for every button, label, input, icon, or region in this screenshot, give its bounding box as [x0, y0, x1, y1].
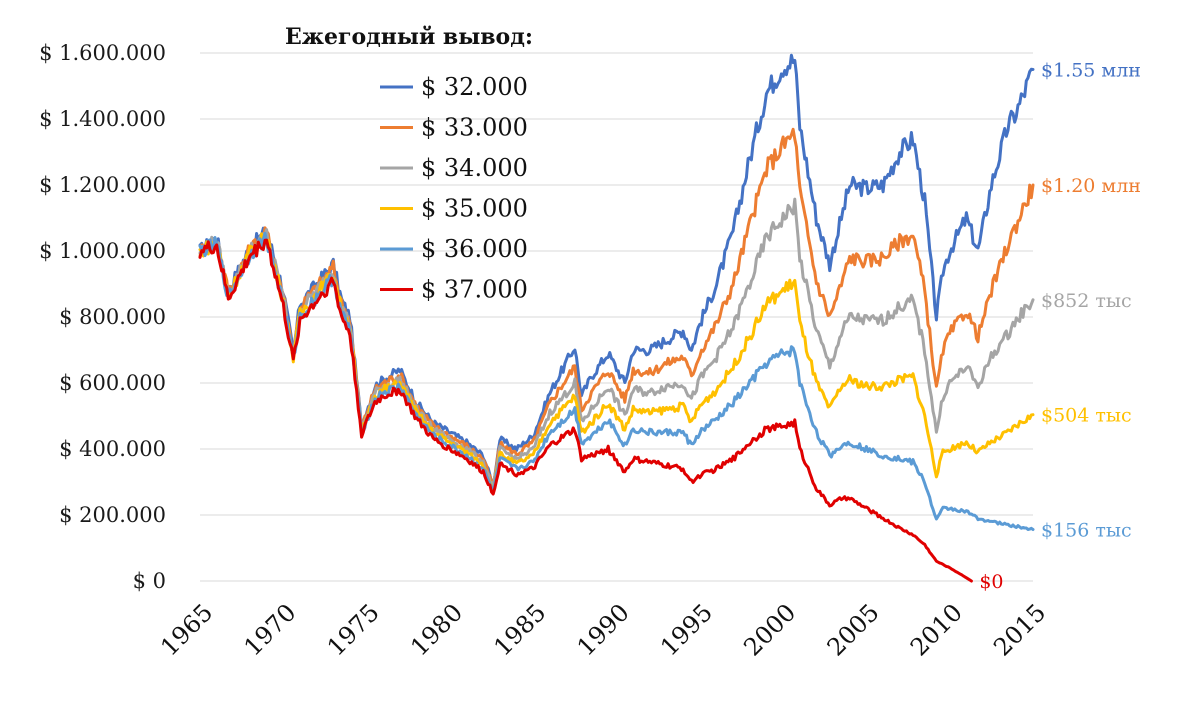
series-end-label: $0 [979, 571, 1003, 593]
x-tick-label: 2010 [905, 598, 968, 661]
series-end-label: $504 тыс [1041, 405, 1132, 427]
y-tick-label: $ 600.000 [59, 371, 166, 395]
y-tick-label: $ 1.000.000 [39, 239, 166, 263]
y-tick-label: $ 0 [133, 569, 166, 593]
legend-label: $ 37.000 [421, 276, 528, 304]
x-tick-label: 1985 [488, 598, 551, 661]
legend-label: $ 32.000 [421, 73, 528, 101]
x-axis-ticks: 1965 1970 1975 1980 1985 1990 1995 2000 2005 2010… [155, 598, 1051, 661]
legend: Ежегодный вывод: $ 32.000 $ 33.000 $ 34.00… [285, 24, 533, 304]
legend-label: $ 35.000 [421, 195, 528, 223]
legend-label: $ 36.000 [421, 235, 528, 263]
x-tick-label: 2005 [822, 598, 885, 661]
x-tick-label: 1980 [405, 598, 468, 661]
x-tick-label: 1990 [572, 598, 635, 661]
y-tick-label: $ 200.000 [59, 503, 166, 527]
series-lines [198, 53, 1035, 583]
y-tick-label: $ 1.600.000 [39, 41, 166, 65]
gridlines [200, 52, 1033, 582]
series-end-label: $156 тыс [1041, 520, 1132, 542]
x-tick-label: 1975 [322, 598, 385, 661]
x-tick-label: 2015 [988, 598, 1051, 661]
series-line [198, 232, 1035, 494]
x-tick-label: 1965 [155, 598, 218, 661]
x-tick-label: 2000 [738, 598, 801, 661]
series-end-label: $1.20 млн [1041, 175, 1141, 197]
x-tick-label: 1970 [239, 598, 302, 661]
series-line [198, 238, 973, 583]
y-tick-label: $ 1.400.000 [39, 107, 166, 131]
series-end-label: $852 тыс [1041, 290, 1132, 312]
y-tick-label: $ 1.200.000 [39, 173, 166, 197]
series-end-label: $1.55 млн [1041, 60, 1141, 82]
series-end-labels: $1.55 млн $1.20 млн $852 тыс $504 тыс $156 т… [979, 60, 1141, 594]
y-axis-ticks: $ 0 $ 200.000 $ 400.000 $ 600.000 $ 800.000 $… [39, 41, 166, 593]
legend-label: $ 33.000 [421, 114, 528, 142]
y-tick-label: $ 800.000 [59, 305, 166, 329]
x-tick-label: 1995 [655, 598, 718, 661]
legend-title: Ежегодный вывод: [285, 24, 533, 50]
legend-label: $ 34.000 [421, 154, 528, 182]
y-tick-label: $ 400.000 [59, 437, 166, 461]
